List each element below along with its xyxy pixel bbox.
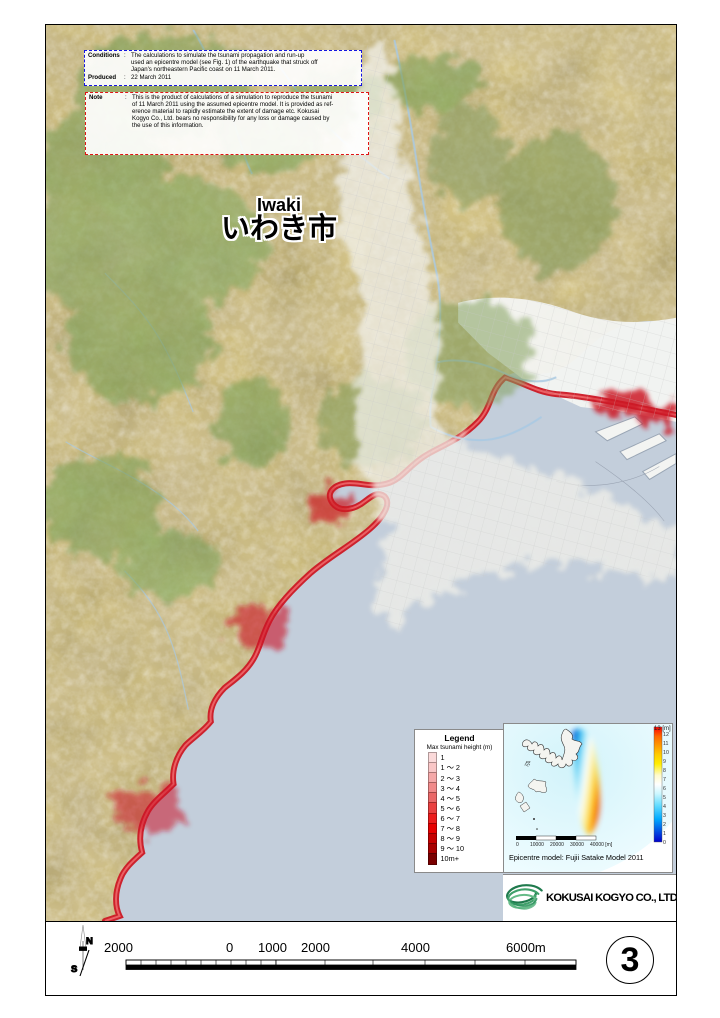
svg-text:9: 9 xyxy=(663,759,666,765)
svg-text:S: S xyxy=(71,964,77,975)
svg-text:6: 6 xyxy=(663,786,666,792)
svg-text:0: 0 xyxy=(516,842,519,848)
svg-text:4000: 4000 xyxy=(401,940,430,955)
svg-text:2: 2 xyxy=(663,822,666,828)
svg-text:1: 1 xyxy=(663,831,666,837)
svg-text:3: 3 xyxy=(663,813,666,819)
svg-text:4: 4 xyxy=(663,804,666,810)
svg-text:30000: 30000 xyxy=(570,842,584,848)
svg-text:7: 7 xyxy=(663,777,666,783)
svg-text:40000 [m]: 40000 [m] xyxy=(590,842,613,848)
svg-text:8: 8 xyxy=(663,768,666,774)
svg-text:0: 0 xyxy=(226,940,233,955)
svg-text:0: 0 xyxy=(663,840,666,846)
svg-text:尽: 尽 xyxy=(524,761,531,768)
svg-text:1000: 1000 xyxy=(258,940,287,955)
svg-text:2000: 2000 xyxy=(104,940,133,955)
svg-text:11: 11 xyxy=(663,741,669,747)
svg-text:10000: 10000 xyxy=(530,842,544,848)
svg-text:10: 10 xyxy=(663,750,669,756)
svg-text:12: 12 xyxy=(663,732,669,738)
svg-text:5: 5 xyxy=(663,795,666,801)
svg-text:6000m: 6000m xyxy=(506,940,546,955)
svg-text:N: N xyxy=(86,936,93,947)
svg-text:2000: 2000 xyxy=(301,940,330,955)
svg-text:20000: 20000 xyxy=(550,842,564,848)
